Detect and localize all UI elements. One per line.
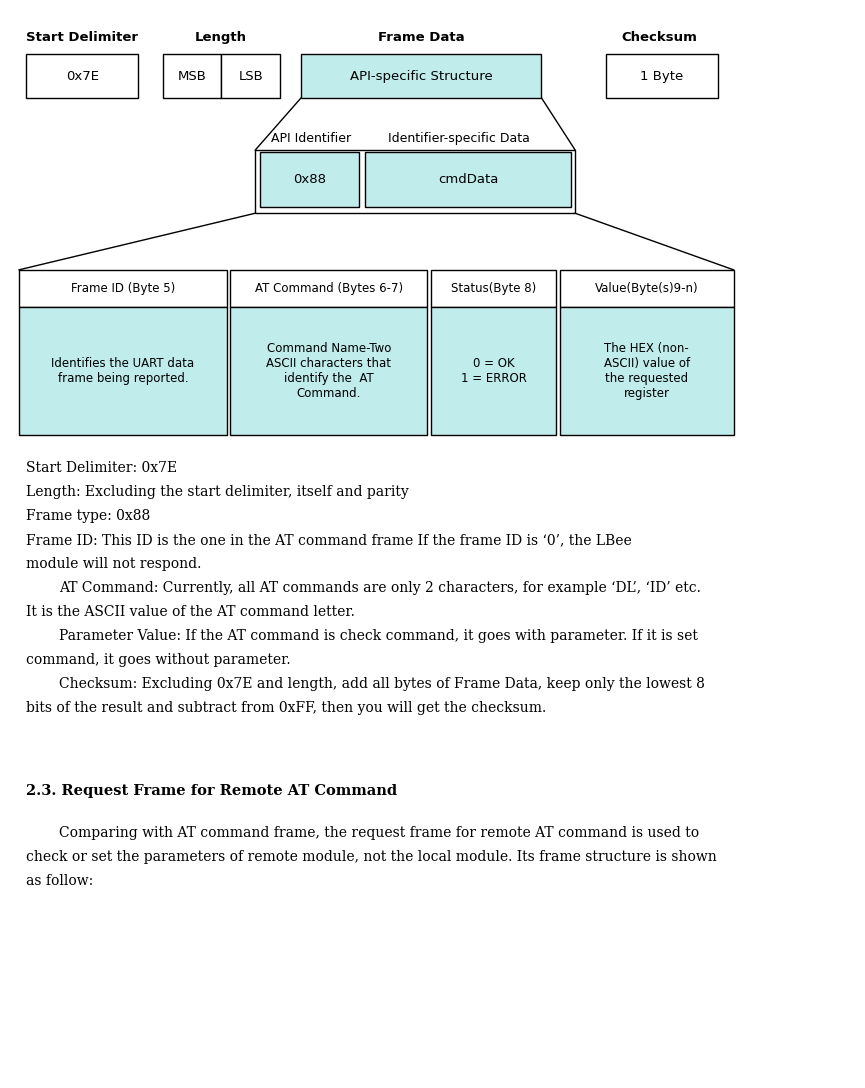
Text: The HEX (non-
ASCII) value of
the requested
register: The HEX (non- ASCII) value of the reques… xyxy=(604,342,689,400)
Text: Identifies the UART data
frame being reported.: Identifies the UART data frame being rep… xyxy=(51,357,195,385)
Text: API Identifier: API Identifier xyxy=(272,132,351,145)
FancyBboxPatch shape xyxy=(230,307,427,435)
Text: It is the ASCII value of the AT command letter.: It is the ASCII value of the AT command … xyxy=(26,605,355,619)
Text: 0x88: 0x88 xyxy=(292,173,326,186)
Text: MSB: MSB xyxy=(177,70,207,83)
Text: Comparing with AT command frame, the request frame for remote AT command is used: Comparing with AT command frame, the req… xyxy=(59,826,699,840)
Text: Frame Data: Frame Data xyxy=(378,30,465,44)
Text: 1 Byte: 1 Byte xyxy=(640,70,683,83)
FancyBboxPatch shape xyxy=(19,307,227,435)
Text: Identifier-specific Data: Identifier-specific Data xyxy=(388,132,529,145)
Text: Frame ID: This ID is the one in the AT command frame If the frame ID is ‘0’, the: Frame ID: This ID is the one in the AT c… xyxy=(26,533,631,547)
FancyBboxPatch shape xyxy=(260,152,359,207)
Text: cmdData: cmdData xyxy=(438,173,498,186)
Text: Start Delimiter: 0x7E: Start Delimiter: 0x7E xyxy=(26,461,177,475)
Text: Length: Length xyxy=(195,30,247,44)
FancyBboxPatch shape xyxy=(26,54,138,98)
Text: Checksum: Excluding 0x7E and length, add all bytes of Frame Data, keep only the : Checksum: Excluding 0x7E and length, add… xyxy=(59,677,705,691)
FancyBboxPatch shape xyxy=(19,270,227,307)
FancyBboxPatch shape xyxy=(560,270,734,307)
Text: 0x7E: 0x7E xyxy=(66,70,99,83)
Text: Checksum: Checksum xyxy=(621,30,697,44)
Text: Command Name-Two
ASCII characters that
identify the  AT
Command.: Command Name-Two ASCII characters that i… xyxy=(266,342,391,400)
Text: Status(Byte 8): Status(Byte 8) xyxy=(451,282,536,295)
Text: Value(Byte(s)9-n): Value(Byte(s)9-n) xyxy=(595,282,698,295)
Text: AT Command: Currently, all AT commands are only 2 characters, for example ‘DL’, : AT Command: Currently, all AT commands a… xyxy=(59,581,701,595)
Text: bits of the result and subtract from 0xFF, then you will get the checksum.: bits of the result and subtract from 0xF… xyxy=(26,701,546,715)
FancyBboxPatch shape xyxy=(431,270,556,307)
FancyBboxPatch shape xyxy=(230,270,427,307)
Text: Length: Excluding the start delimiter, itself and parity: Length: Excluding the start delimiter, i… xyxy=(26,485,408,499)
Text: AT Command (Bytes 6-7): AT Command (Bytes 6-7) xyxy=(254,282,403,295)
FancyBboxPatch shape xyxy=(606,54,718,98)
Text: check or set the parameters of remote module, not the local module. Its frame st: check or set the parameters of remote mo… xyxy=(26,850,717,864)
Text: module will not respond.: module will not respond. xyxy=(26,557,202,571)
FancyBboxPatch shape xyxy=(431,307,556,435)
Text: Frame type: 0x88: Frame type: 0x88 xyxy=(26,509,151,523)
FancyBboxPatch shape xyxy=(221,54,280,98)
FancyBboxPatch shape xyxy=(301,54,541,98)
Text: 0 = OK
1 = ERROR: 0 = OK 1 = ERROR xyxy=(460,357,527,385)
Text: Start Delimiter: Start Delimiter xyxy=(26,30,138,44)
FancyBboxPatch shape xyxy=(163,54,221,98)
Text: as follow:: as follow: xyxy=(26,874,93,888)
FancyBboxPatch shape xyxy=(560,307,734,435)
Text: API-specific Structure: API-specific Structure xyxy=(349,70,493,83)
Text: Parameter Value: If the AT command is check command, it goes with parameter. If : Parameter Value: If the AT command is ch… xyxy=(59,629,698,643)
FancyBboxPatch shape xyxy=(365,152,571,207)
Text: Frame ID (Byte 5): Frame ID (Byte 5) xyxy=(71,282,175,295)
Text: 2.3. Request Frame for Remote AT Command: 2.3. Request Frame for Remote AT Command xyxy=(26,784,397,799)
Text: LSB: LSB xyxy=(239,70,263,83)
Text: command, it goes without parameter.: command, it goes without parameter. xyxy=(26,653,291,667)
